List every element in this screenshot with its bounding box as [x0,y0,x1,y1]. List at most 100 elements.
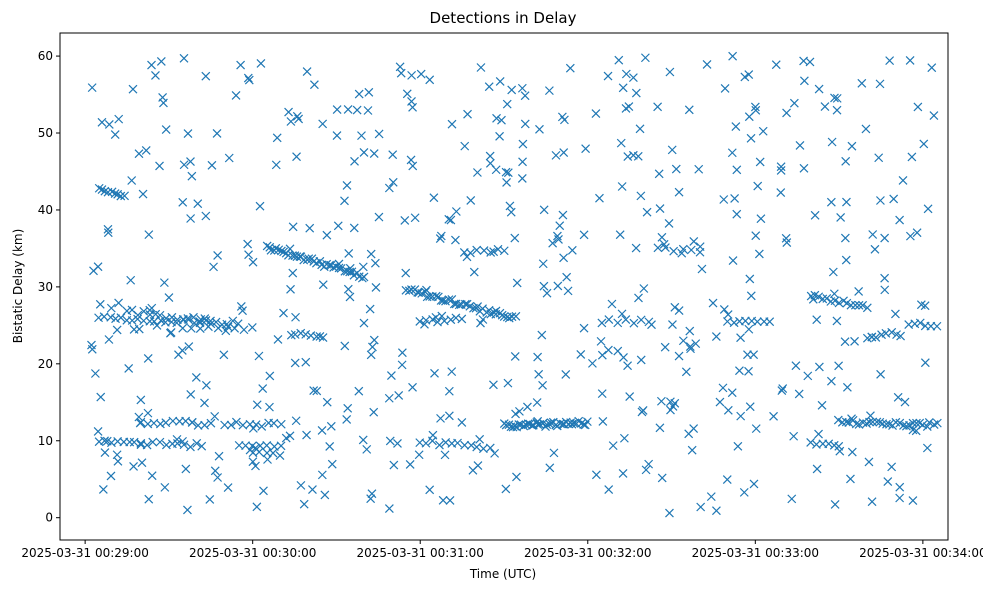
data-point-marker [850,336,859,346]
data-point-marker [685,326,695,336]
data-point-marker [213,251,223,260]
data-point-marker [885,56,895,66]
data-point-marker [205,494,215,504]
data-point-marker [923,204,933,214]
data-point-marker [228,316,238,326]
data-point-marker [826,197,836,207]
data-point-marker [791,361,801,371]
data-point-marker [408,382,417,392]
data-point-marker [751,231,761,241]
data-point-marker [405,459,415,469]
data-point-marker [518,157,527,167]
data-point-marker [407,97,416,106]
data-point-marker [445,496,455,505]
data-point-marker [789,431,799,441]
data-point-marker [520,91,530,101]
data-point-marker [429,193,439,203]
data-point-marker [657,473,667,483]
data-point-marker [103,187,113,197]
data-point-marker [665,397,675,407]
data-point-marker [147,60,156,70]
data-point-marker [407,70,417,80]
data-point-marker [829,289,839,299]
data-point-marker [687,445,697,455]
data-point-marker [812,315,822,325]
data-point-marker [100,448,110,457]
data-point-marker [262,441,272,450]
data-point-marker [133,310,143,320]
data-point-marker [460,440,470,450]
data-point-marker [110,189,120,198]
data-point-marker [476,318,485,328]
data-point-marker [343,104,353,114]
data-point-marker [670,302,680,312]
data-point-marker [271,160,281,170]
data-point-marker [165,328,175,338]
data-point-marker [401,268,411,278]
data-point-marker [463,109,472,119]
data-point-marker [148,437,158,447]
data-point-marker [397,348,407,358]
data-point-marker [495,131,505,141]
data-point-marker [343,403,353,413]
data-point-marker [268,448,278,458]
y-axis: 0 10 20 30 40 50 60 [38,49,60,525]
data-point-marker [104,120,114,129]
data-point-marker [485,158,495,168]
data-point-marker [244,75,254,85]
data-point-marker [554,234,563,244]
data-point-marker [887,462,897,472]
data-point-marker [239,325,249,335]
data-point-marker [174,350,183,360]
data-point-marker [545,463,555,473]
data-point-marker [244,250,253,260]
data-point-marker [255,201,265,211]
data-point-marker [93,426,103,436]
data-point-marker [143,408,153,418]
data-point-marker [305,223,315,233]
data-point-marker [368,342,377,352]
data-point-marker [497,115,506,125]
data-point-marker [512,472,521,482]
data-point-marker [286,284,295,294]
data-point-marker [151,71,160,80]
data-point-marker [702,60,712,69]
data-point-marker [782,108,791,118]
data-point-marker [371,282,381,292]
data-point-marker [299,499,309,509]
data-point-marker [301,357,311,367]
data-point-marker [325,441,335,451]
data-point-marker [156,316,166,326]
data-point-marker [729,318,739,328]
x-tick-label: 2025-03-31 00:29:00 [21,546,148,560]
data-point-marker [895,482,905,492]
data-point-marker [322,397,332,407]
data-point-marker [134,149,144,159]
data-point-marker [87,340,96,350]
data-point-marker [114,298,124,308]
data-point-marker [691,339,701,349]
data-point-marker [396,68,406,78]
data-point-marker [457,418,467,427]
data-point-marker [644,459,654,469]
data-point-marker [195,324,205,333]
data-point-marker [799,163,809,173]
data-point-marker [334,263,344,273]
data-point-marker [851,419,861,429]
x-tick-label: 2025-03-31 00:32:00 [524,546,651,560]
data-point-marker [332,105,342,114]
data-point-marker [184,342,194,352]
data-point-marker [292,152,301,162]
data-point-marker [438,495,448,505]
data-point-marker [317,425,327,435]
data-point-marker [254,447,264,457]
data-point-marker [563,286,573,296]
data-point-marker [549,448,559,458]
data-point-marker [582,417,592,427]
data-point-marker [200,398,209,408]
data-point-marker [384,393,394,403]
chart-title: Detections in Delay [430,9,577,27]
data-point-marker [559,148,569,157]
data-point-marker [257,422,267,431]
data-point-marker [384,183,394,193]
